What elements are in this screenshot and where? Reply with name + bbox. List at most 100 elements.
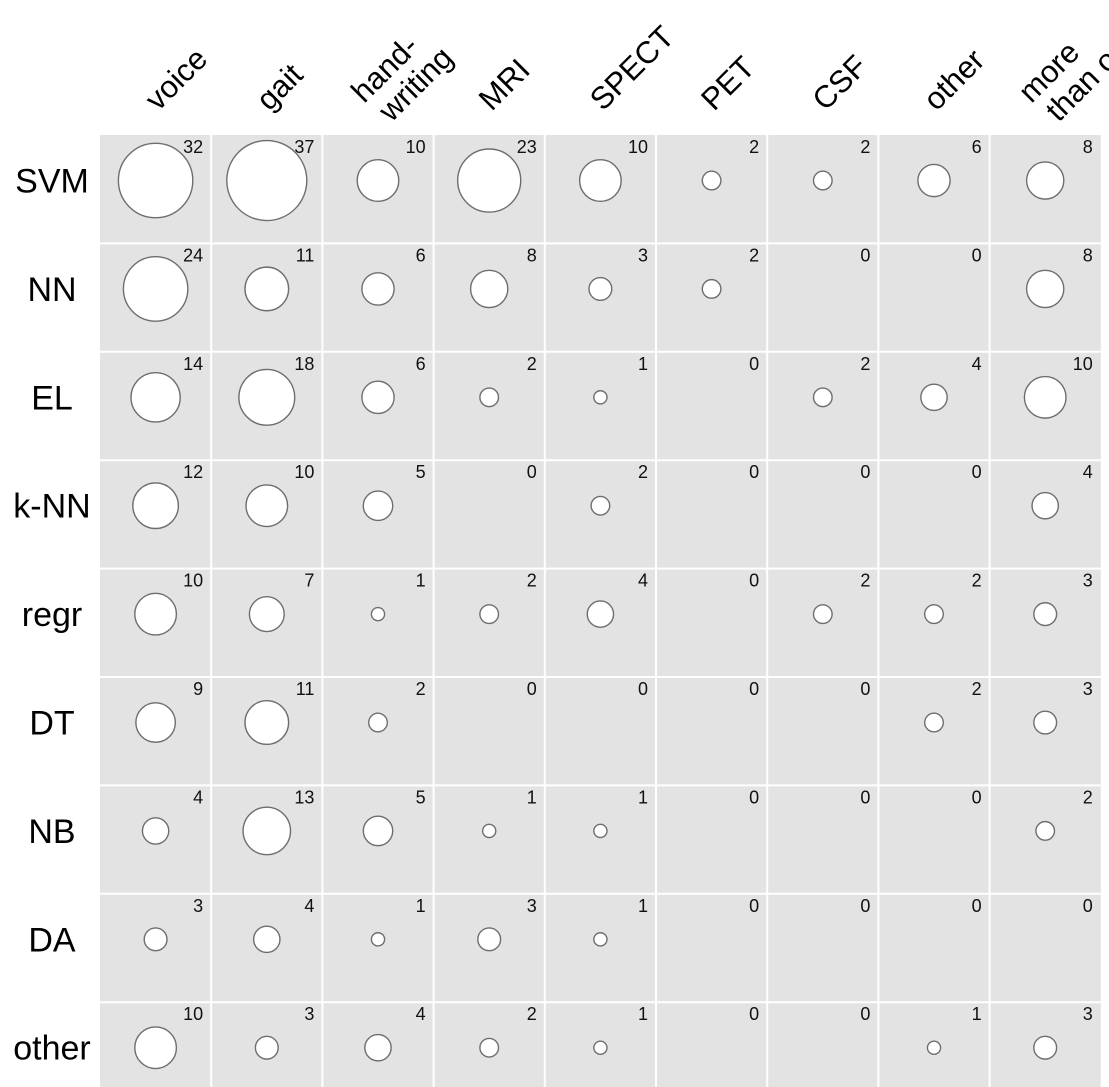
count-label: 11 <box>296 679 315 699</box>
bubble-k-nn-more-than-one <box>1031 491 1060 520</box>
count-label: 2 <box>860 354 870 374</box>
row-label-el: EL <box>31 379 73 417</box>
bubble-da-gait <box>252 925 281 954</box>
bubble-regr-csf <box>812 604 833 625</box>
bubble-el-more-than-one <box>1023 375 1067 419</box>
count-label: 0 <box>527 679 537 699</box>
count-label: 3 <box>1083 1004 1093 1024</box>
count-label: 3 <box>638 245 648 265</box>
bubble-svm-csf <box>812 170 833 191</box>
count-label: 0 <box>972 462 982 482</box>
count-label: 0 <box>749 571 759 591</box>
count-label: 6 <box>416 245 426 265</box>
count-label: 10 <box>183 1004 203 1024</box>
bubble-nn-mri <box>469 269 509 309</box>
bubble-svm-hand-writing <box>356 159 400 203</box>
row-label-k-nn: k-NN <box>13 488 90 526</box>
row-label-da: DA <box>28 921 76 959</box>
count-label: 4 <box>193 787 203 807</box>
bubble-da-mri <box>477 927 502 952</box>
count-label: 10 <box>1073 354 1093 374</box>
count-label: 1 <box>527 787 537 807</box>
count-label: 2 <box>1083 787 1093 807</box>
count-label: 1 <box>972 1004 982 1024</box>
count-label: 0 <box>972 896 982 916</box>
count-label: 10 <box>628 137 648 157</box>
bubble-regr-hand-writing <box>370 606 386 622</box>
column-label-group: voice gait hand-writing MRI SPECT PET CSF other… <box>138 0 1109 132</box>
count-label: 2 <box>972 571 982 591</box>
bubble-el-csf <box>812 387 833 408</box>
bubble-dt-gait <box>244 700 290 746</box>
bubble-regr-mri <box>479 604 500 625</box>
bubble-el-mri <box>479 387 500 408</box>
count-label: 3 <box>1083 571 1093 591</box>
bubble-nb-hand-writing <box>362 815 394 847</box>
count-label: 11 <box>296 245 315 265</box>
bubble-other-hand-writing <box>364 1033 392 1062</box>
bubble-svm-gait <box>226 139 308 222</box>
bubble-el-gait <box>238 368 296 426</box>
count-label: 0 <box>860 896 870 916</box>
count-label: 2 <box>749 245 759 265</box>
count-label: 1 <box>638 787 648 807</box>
count-label: 0 <box>749 896 759 916</box>
column-label-mri: MRI <box>472 52 537 117</box>
bubble-da-hand-writing <box>370 932 386 947</box>
count-label: 4 <box>972 354 982 374</box>
column-label-more-than-one: morethan one <box>1012 0 1109 132</box>
count-label: 4 <box>1083 462 1093 482</box>
bubble-k-nn-spect <box>590 495 611 516</box>
row-label-svm: SVM <box>15 163 89 201</box>
count-label: 13 <box>294 787 314 807</box>
bubble-el-other <box>920 383 948 412</box>
bubble-nn-pet <box>701 278 722 299</box>
count-label: 0 <box>749 354 759 374</box>
count-label: 1 <box>638 354 648 374</box>
column-label-other: other <box>917 42 992 117</box>
count-label: 10 <box>294 462 314 482</box>
count-label: 6 <box>416 354 426 374</box>
row-label-regr: regr <box>22 596 82 634</box>
bubble-other-gait <box>254 1035 279 1060</box>
count-label: 5 <box>416 787 426 807</box>
bubble-other-spect <box>593 1040 608 1056</box>
bubble-svm-spect <box>578 159 622 203</box>
count-label: 0 <box>749 787 759 807</box>
count-label: 37 <box>294 137 314 157</box>
count-label: 3 <box>1083 679 1093 699</box>
bubble-nb-mri <box>481 823 497 839</box>
bubble-group <box>117 139 1067 1070</box>
gridline-group <box>100 135 1101 1087</box>
bubble-k-nn-hand-writing <box>362 490 394 522</box>
bubble-k-nn-voice <box>132 482 180 530</box>
count-label: 0 <box>972 787 982 807</box>
column-label-csf: CSF <box>805 48 874 117</box>
bubble-svm-more-than-one <box>1025 161 1065 200</box>
bubble-dt-more-than-one <box>1033 710 1058 735</box>
count-label: 32 <box>183 137 203 157</box>
bubble-el-voice <box>130 372 181 423</box>
count-label: 4 <box>416 1004 426 1024</box>
count-label: 0 <box>527 462 537 482</box>
count-label: 7 <box>304 571 314 591</box>
bubble-other-voice <box>134 1026 178 1070</box>
count-label: 10 <box>406 137 426 157</box>
bubble-other-mri <box>479 1037 500 1058</box>
count-label: 3 <box>193 896 203 916</box>
bubble-nn-more-than-one <box>1025 269 1065 309</box>
column-label-gait: gait <box>249 57 309 117</box>
bubble-nn-hand-writing <box>361 272 395 306</box>
count-label: 2 <box>860 571 870 591</box>
count-label: 12 <box>183 462 203 482</box>
count-label: 3 <box>304 1004 314 1024</box>
count-label: 2 <box>416 679 426 699</box>
count-label: 0 <box>860 462 870 482</box>
count-label: 8 <box>1083 245 1093 265</box>
count-label: 1 <box>416 896 426 916</box>
column-label-hand-writing: hand-writing <box>344 17 459 132</box>
bubble-other-more-than-one <box>1033 1035 1058 1060</box>
column-label-pet: PET <box>694 50 761 117</box>
